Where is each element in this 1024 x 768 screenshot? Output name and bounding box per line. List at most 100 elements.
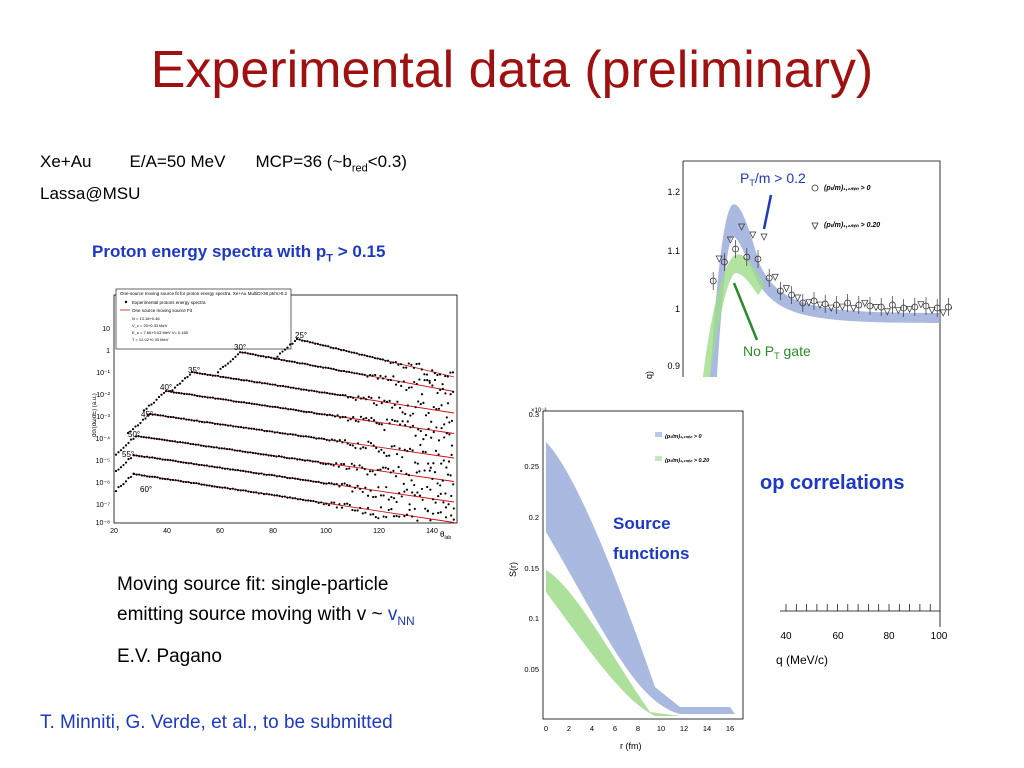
data-point [291,433,295,436]
data-point [423,379,426,382]
data-point [286,346,289,349]
data-point [431,498,435,501]
spectra-x-label: θlab [440,530,451,541]
corr-legend-entry1: (pₜ/m)₁,₂ₘᵢₙ > 0 [824,185,871,192]
angle-label: 50° [128,430,140,439]
data-point [414,406,417,409]
data-point [294,497,297,500]
data-point [437,407,441,410]
data-point [340,369,343,373]
data-point [229,360,232,363]
data-point [338,438,341,442]
corr-point-triangle [894,307,902,315]
data-point [392,515,396,518]
data-point [326,413,329,417]
data-point [319,462,322,465]
data-point [294,409,298,412]
data-point [405,488,409,491]
spectra-label: Proton energy spectra with pT > 0.15 [92,242,385,264]
data-point [406,404,409,407]
data-point [182,461,185,464]
data-point [330,501,333,504]
data-point [420,487,424,491]
data-point [362,417,365,420]
data-point [226,424,230,427]
data-point [452,518,455,521]
data-point [316,460,320,463]
corr-point-circle [944,303,952,311]
data-point [114,489,118,493]
data-point [129,457,133,460]
data-point [315,412,318,415]
data-point [380,448,383,451]
corr-point-triangle [850,304,858,313]
data-point [164,477,167,481]
data-point [308,341,312,344]
data-point [405,388,408,392]
data-point [246,451,249,454]
data-point [399,363,403,366]
data-point [249,352,252,355]
data-point [207,445,210,448]
data-point [124,461,128,464]
data-point [352,396,355,399]
data-point [284,432,287,435]
source-x-ticks: 0 2 4 6 8 10 12 14 16 [544,724,734,733]
data-point [361,373,364,376]
data-point [169,478,172,481]
data-point [359,415,363,418]
data-point [255,428,258,431]
data-point [160,438,164,441]
data-point [428,469,431,472]
data-point [381,466,385,469]
data-point [440,462,443,465]
data-point [378,396,381,399]
data-point [268,493,271,496]
y-tick: 1 [675,304,680,314]
source-y-label: S(r) [508,562,518,577]
data-point [141,418,145,421]
data-point [164,390,168,393]
x-tick: 60 [832,631,844,642]
data-point [345,467,348,471]
corr-point-triangle [794,294,802,302]
data-point [408,503,411,506]
data-point [325,502,328,505]
data-point [388,399,391,402]
data-point [188,373,192,376]
data-point [144,417,147,420]
data-point [283,475,286,479]
data-point [440,404,443,407]
fit-line [133,473,455,523]
data-point [359,397,363,400]
corr-point-circle [911,303,919,311]
data-point [284,385,287,388]
data-point [229,487,232,491]
data-point [381,377,385,380]
data-point [320,413,324,416]
data-point [341,441,344,444]
data-point [270,356,273,359]
data-point [317,480,320,483]
data-point [362,396,365,399]
data-point [396,400,399,403]
data-point [145,436,148,439]
data-point [178,382,182,385]
data-point [214,397,217,400]
x-tick: 2 [567,724,571,733]
data-point [161,414,165,417]
data-point [340,506,344,509]
data-point [363,467,366,471]
data-point [325,482,328,485]
data-point [155,437,158,440]
data-point [261,382,264,385]
data-point [348,484,351,487]
data-point [350,371,353,374]
mcp-suffix: <0.3) [367,152,407,171]
data-point [162,391,166,395]
data-point [328,439,331,442]
data-point [324,463,327,466]
data-point [209,373,212,377]
data-point [392,469,395,472]
corr-point-circle [900,304,908,312]
